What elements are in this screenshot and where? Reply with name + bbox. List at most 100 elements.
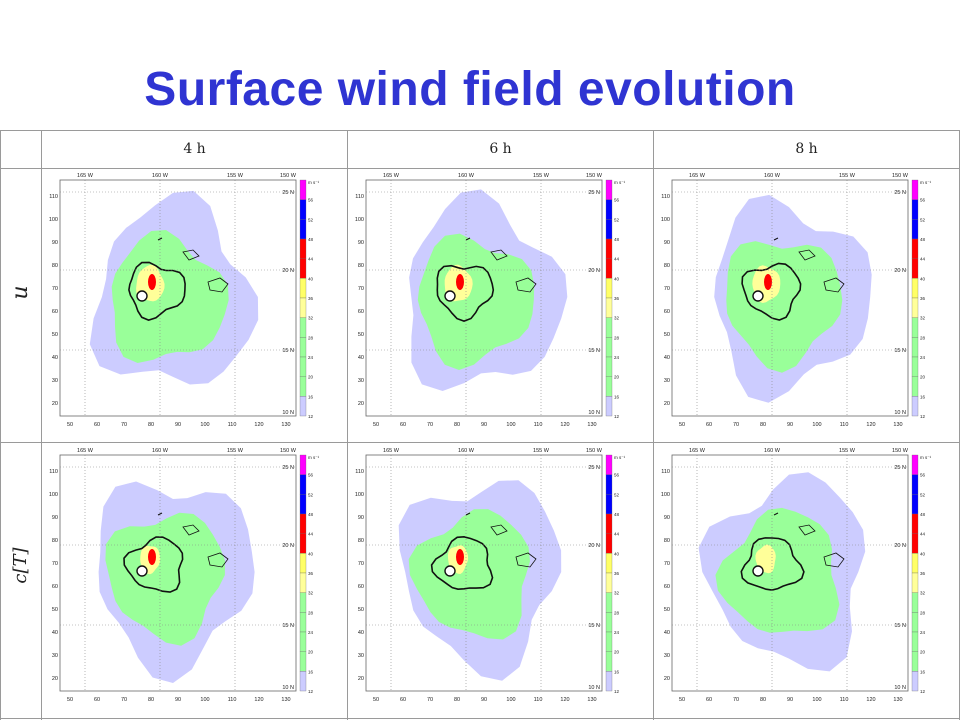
colorbar-level: 20 — [308, 375, 314, 380]
wind-contour-44 — [456, 549, 464, 565]
x-tick-label: 110 — [534, 697, 543, 703]
x-tick-label: 80 — [760, 697, 766, 703]
lon-label: 165 W — [689, 448, 706, 454]
colorbar-level: 16 — [920, 669, 926, 674]
row-header-ct: c[T] — [10, 547, 31, 584]
lon-label: 150 W — [586, 173, 603, 179]
x-tick-label: 50 — [373, 697, 379, 703]
x-tick-label: 50 — [679, 422, 685, 428]
table-line — [0, 168, 960, 169]
black-contour — [123, 536, 184, 593]
colorbar-swatch — [299, 199, 307, 220]
y-tick-label: 70 — [52, 286, 58, 292]
black-contour — [740, 537, 805, 591]
x-tick-label: 60 — [400, 422, 406, 428]
colorbar-level: 28 — [308, 610, 314, 615]
colorbar-level: 40 — [614, 551, 620, 556]
y-tick-label: 20 — [52, 401, 58, 407]
colorbar-swatch — [299, 494, 307, 515]
colorbar-swatch — [911, 513, 919, 534]
colorbar-swatch — [605, 454, 613, 475]
lon-label: 160 W — [764, 448, 781, 454]
y-tick-label: 20 — [358, 401, 364, 407]
table-line — [0, 442, 960, 443]
y-tick-label: 30 — [664, 653, 670, 659]
y-tick-label: 70 — [52, 561, 58, 567]
colorbar-swatch — [299, 474, 307, 495]
colorbar-level: 40 — [920, 551, 926, 556]
lon-label: 165 W — [77, 173, 94, 179]
y-tick-label: 110 — [355, 194, 364, 200]
colorbar-level: 52 — [920, 217, 926, 222]
colorbar-level: 48 — [920, 512, 926, 517]
x-tick-label: 70 — [121, 697, 127, 703]
island-outline — [207, 552, 229, 568]
lon-label: 165 W — [77, 448, 94, 454]
y-tick-label: 110 — [661, 194, 670, 200]
y-tick-label: 30 — [52, 653, 58, 659]
y-tick-label: 70 — [664, 561, 670, 567]
colorbar-swatch — [605, 572, 613, 593]
lat-label: 20 N — [282, 268, 294, 274]
map-svg: 165 W 160 W 155 W 150 W 25 N 20 N 15 N 10 N 50 60… — [355, 173, 626, 428]
wind-contour-16 — [105, 512, 225, 646]
colorbar-unit: m s⁻¹ — [614, 455, 626, 460]
colorbar-level: 32 — [614, 316, 620, 321]
colorbar-swatch — [299, 297, 307, 318]
y-tick-label: 60 — [358, 584, 364, 590]
colorbar-swatch — [605, 238, 613, 259]
x-tick-label: 100 — [200, 697, 209, 703]
colorbar-swatch — [299, 356, 307, 377]
map-svg: 165 W 160 W 155 W 150 W 25 N 20 N 15 N 10 N 50 60… — [355, 448, 626, 703]
y-tick-label: 50 — [664, 607, 670, 613]
colorbar-swatch — [605, 219, 613, 240]
colorbar-level: 16 — [308, 669, 314, 674]
colorbar-level: 56 — [308, 198, 314, 203]
colorbar-swatch — [299, 238, 307, 259]
lat-label: 15 N — [588, 348, 600, 354]
x-tick-label: 90 — [481, 422, 487, 428]
x-tick-label: 80 — [454, 697, 460, 703]
colorbar-level: 28 — [614, 610, 620, 615]
y-tick-label: 50 — [664, 332, 670, 338]
island-outline — [207, 277, 229, 293]
wind-contour-16 — [417, 233, 535, 370]
lat-label: 10 N — [282, 685, 294, 691]
x-tick-label: 100 — [506, 422, 515, 428]
x-tick-label: 50 — [67, 697, 73, 703]
center-marker — [136, 565, 148, 577]
y-tick-label: 70 — [358, 286, 364, 292]
map-panel: 165 W 160 W 155 W 150 W 25 N 20 N 15 N 10 N 50 60… — [654, 168, 959, 442]
colorbar-level: 28 — [308, 335, 314, 340]
colorbar-level: 56 — [920, 198, 926, 203]
lat-label: 20 N — [894, 543, 906, 549]
map-panel: 165 W 160 W 155 W 150 W 25 N 20 N 15 N 10 N 50 60… — [348, 443, 653, 717]
center-marker — [752, 565, 764, 577]
x-tick-label: 90 — [787, 422, 793, 428]
colorbar-unit: m s⁻¹ — [308, 180, 320, 185]
y-tick-label: 100 — [355, 217, 364, 223]
x-tick-label: 70 — [121, 422, 127, 428]
wind-contour-16 — [408, 509, 530, 640]
map-panel: 165 W 160 W 155 W 150 W 25 N 20 N 15 N 10 N 50 60… — [348, 168, 653, 442]
colorbar-swatch — [911, 356, 919, 377]
colorbar-level: 40 — [920, 276, 926, 281]
x-tick-label: 50 — [679, 697, 685, 703]
colorbar-swatch — [911, 199, 919, 220]
column-header-6h: 6 h — [489, 141, 512, 157]
colorbar-swatch — [299, 631, 307, 652]
colorbar-swatch — [299, 533, 307, 554]
y-tick-label: 110 — [49, 469, 58, 475]
y-tick-label: 60 — [664, 309, 670, 315]
black-contour — [436, 264, 495, 322]
x-tick-label: 80 — [148, 422, 154, 428]
wind-contour-16 — [715, 507, 840, 633]
y-tick-label: 50 — [358, 607, 364, 613]
map-svg: 165 W 160 W 155 W 150 W 25 N 20 N 15 N 10 N 50 60… — [661, 448, 932, 703]
colorbar-swatch — [911, 533, 919, 554]
colorbar-level: 32 — [308, 591, 314, 596]
colorbar-level: 12 — [614, 689, 620, 694]
y-tick-label: 80 — [52, 263, 58, 269]
y-tick-label: 90 — [664, 515, 670, 521]
colorbar-level: 28 — [920, 610, 926, 615]
